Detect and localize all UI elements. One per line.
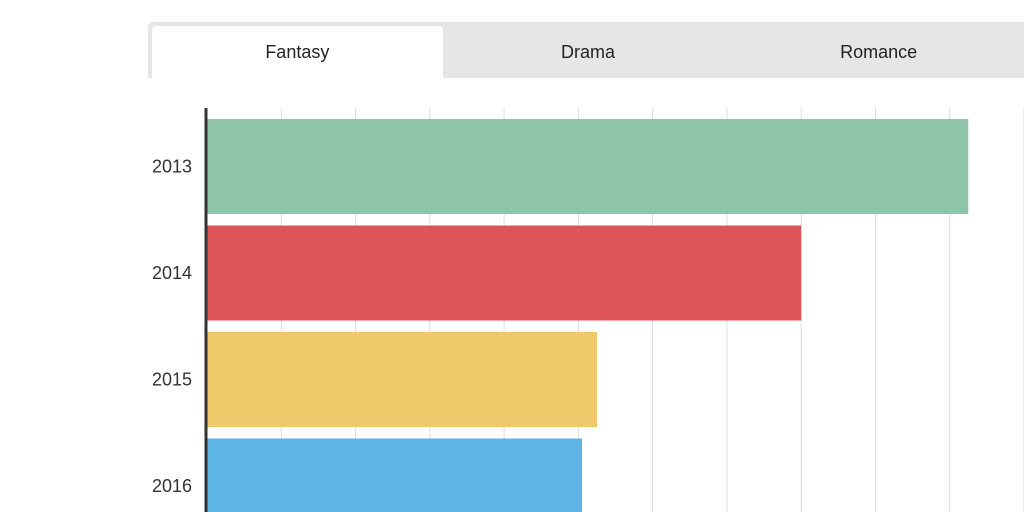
bar-2016 — [207, 438, 583, 512]
y-tick-label-2015: 2015 — [152, 370, 192, 390]
bar-2015 — [207, 332, 597, 427]
tab-romance[interactable]: Romance — [840, 41, 918, 62]
tab-fantasy[interactable]: Fantasy — [152, 26, 443, 78]
y-tick-label-2016: 2016 — [152, 476, 192, 496]
y-tick-label-2014: 2014 — [152, 263, 192, 283]
bar-2014 — [207, 225, 802, 321]
genre-tab-bar: Fantasy Drama Romance — [148, 22, 1024, 78]
tab-drama[interactable]: Drama — [561, 41, 616, 62]
bar-2013 — [207, 119, 969, 214]
y-tick-label-2013: 2013 — [152, 157, 192, 177]
